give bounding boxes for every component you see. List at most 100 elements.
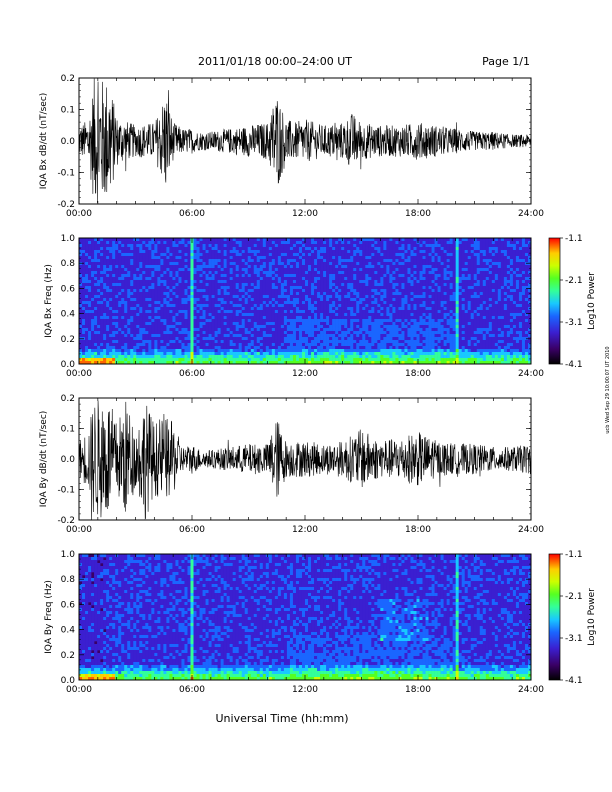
spectrogram-cell <box>410 253 414 257</box>
spectrogram-cell <box>211 295 215 299</box>
spectrogram-cell <box>127 253 131 257</box>
spectrogram-cell <box>154 247 158 251</box>
y-tick-label: -0.2 <box>57 200 75 210</box>
spectrogram-cell <box>175 286 179 290</box>
spectrogram-cell <box>407 238 411 242</box>
spectrogram-cell <box>262 295 267 299</box>
spectrogram-cell <box>175 277 179 281</box>
spectrogram-cell <box>323 271 327 275</box>
spectrogram-cell <box>175 304 179 308</box>
spectrogram-cell <box>97 253 101 257</box>
spectrogram-cell <box>91 247 95 251</box>
spectrogram-cell <box>464 250 469 254</box>
spectrogram-cell <box>79 259 83 263</box>
spectrogram-cell <box>163 265 167 269</box>
spectrogram-cell <box>190 244 194 248</box>
spectrogram-cell <box>238 262 243 266</box>
spectrogram-cell <box>374 322 378 326</box>
spectrogram-cell <box>416 247 420 251</box>
spectrogram-cell <box>479 241 484 245</box>
spectrogram-cell <box>464 247 469 251</box>
spectrogram-cell <box>199 307 203 311</box>
spectrogram-cell <box>392 328 396 332</box>
spectrogram-cell <box>205 328 209 332</box>
spectrogram-cell <box>422 328 426 332</box>
spectrogram-cell <box>521 319 526 323</box>
spectrogram-cell <box>422 244 426 248</box>
spectrogram-cell <box>226 277 230 281</box>
spectrogram-cell <box>127 238 131 242</box>
spectrogram-cell <box>184 313 188 317</box>
spectrogram-cell <box>214 292 218 296</box>
spectrogram-cell <box>443 295 447 299</box>
spectrogram-cell <box>85 292 89 296</box>
spectrogram-cell <box>280 277 285 281</box>
spectrogram-cell <box>196 247 200 251</box>
spectrogram-cell <box>389 262 393 266</box>
spectrogram-cell <box>455 286 459 290</box>
spectrogram-cell <box>398 289 402 293</box>
spectrogram-cell <box>247 307 252 311</box>
spectrogram-cell <box>256 250 261 254</box>
spectrogram-cell <box>214 238 218 242</box>
spectrogram-cell <box>419 268 423 272</box>
spectrogram-cell <box>166 316 170 320</box>
spectrogram-cell <box>317 274 321 278</box>
spectrogram-cell <box>404 259 408 263</box>
spectrogram-cell <box>94 313 98 317</box>
spectrogram-cell <box>175 283 179 287</box>
spectrogram-cell <box>422 310 426 314</box>
spectrogram-cell <box>79 247 83 251</box>
spectrogram-cell <box>350 262 354 266</box>
spectrogram-cell <box>232 262 236 266</box>
spectrogram-cell <box>473 259 478 263</box>
spectrogram-cell <box>292 307 297 311</box>
spectrogram-cell <box>440 328 444 332</box>
spectrogram-cell <box>133 250 137 254</box>
spectrogram-cell <box>524 274 529 278</box>
spectrogram-cell <box>503 247 508 251</box>
spectrogram-cell <box>187 313 191 317</box>
spectrogram-cell <box>148 328 152 332</box>
spectrogram-cell <box>395 310 399 314</box>
spectrogram-cell <box>172 310 176 314</box>
spectrogram-cell <box>160 307 164 311</box>
spectrogram-cell <box>253 271 258 275</box>
spectrogram-cell <box>341 295 345 299</box>
spectrogram-cell <box>326 274 330 278</box>
spectrogram-cell <box>371 286 375 290</box>
spectrogram-cell <box>449 259 453 263</box>
spectrogram-cell <box>380 250 384 254</box>
spectrogram-cell <box>265 301 270 305</box>
spectrogram-cell <box>434 304 438 308</box>
spectrogram-cell <box>365 331 369 335</box>
spectrogram-cell <box>425 283 429 287</box>
spectrogram-cell <box>449 307 453 311</box>
spectrogram-cell <box>524 313 529 317</box>
spectrogram-cell <box>476 250 481 254</box>
spectrogram-cell <box>175 334 179 338</box>
spectrogram-cell <box>479 319 484 323</box>
spectrogram-cell <box>283 298 288 302</box>
spectrogram-cell <box>145 241 149 245</box>
spectrogram-cell <box>428 238 432 242</box>
spectrogram-cell <box>494 298 499 302</box>
spectrogram-cell <box>298 283 303 287</box>
spectrogram-cell <box>115 295 119 299</box>
spectrogram-cell <box>359 313 363 317</box>
spectrogram-cell <box>335 325 339 329</box>
spectrogram-cell <box>211 238 215 242</box>
spectrogram-cell <box>88 283 92 287</box>
spectrogram-cell <box>404 298 408 302</box>
spectrogram-cell <box>217 319 221 323</box>
spectrogram-cell <box>271 286 276 290</box>
spectrogram-cell <box>124 244 128 248</box>
spectrogram-cell <box>389 256 393 260</box>
spectrogram-cell <box>323 298 327 302</box>
spectrogram-cell <box>229 328 233 332</box>
spectrogram-cell <box>407 262 411 266</box>
spectrogram-cell <box>371 310 375 314</box>
spectrogram-cell <box>217 238 221 242</box>
spectrogram-cell <box>356 244 360 248</box>
spectrogram-cell <box>250 241 255 245</box>
